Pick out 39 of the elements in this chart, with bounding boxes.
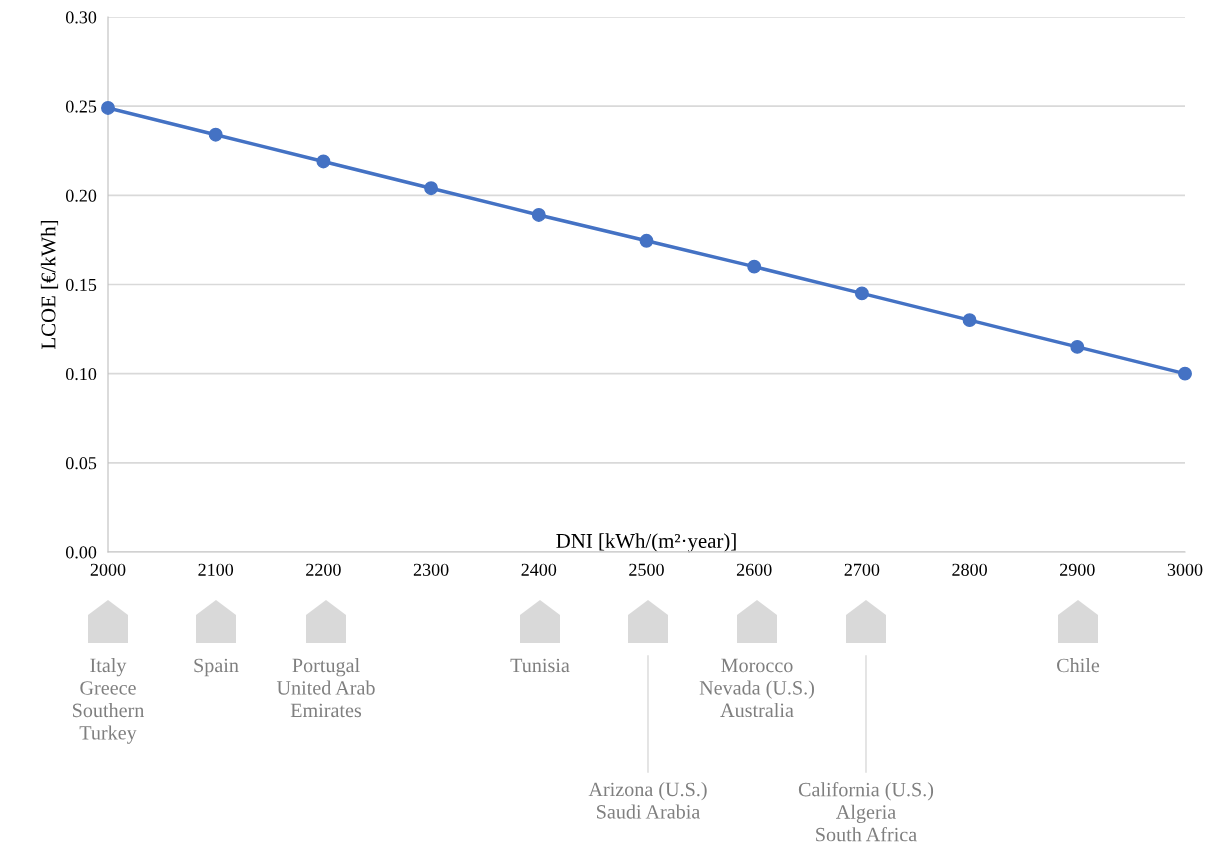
x-tick-label: 2600 xyxy=(736,563,772,576)
x-tick-label: 2100 xyxy=(198,563,234,576)
y-tick-label: 0.30 xyxy=(65,11,97,24)
point xyxy=(1070,339,1085,354)
x-tick-label: 2700 xyxy=(844,563,880,576)
point xyxy=(962,313,977,328)
x-tick-label: 2200 xyxy=(306,563,341,576)
x-tick-label: 2000 xyxy=(90,563,126,576)
text: Chile xyxy=(1057,658,1100,673)
point xyxy=(101,101,115,115)
text: Arizona (U.S.) Saudi Arabia xyxy=(588,782,707,819)
point xyxy=(1178,366,1192,381)
x-tick-label: 2300 xyxy=(413,563,449,576)
y-tick-label: 0.00 xyxy=(65,546,97,559)
text: Portugal United Arab Emirates xyxy=(276,658,375,718)
y-tick-label: 0.05 xyxy=(65,457,97,470)
x-tick-label: 2400 xyxy=(521,563,557,576)
y-axis-title: LCOE [€/kWh] xyxy=(40,220,59,349)
text: California (U.S.) Algeria South Africa xyxy=(798,782,934,842)
y-tick-label: 0.25 xyxy=(65,100,97,113)
x-tick-label: 2900 xyxy=(1060,563,1095,576)
point xyxy=(639,233,654,248)
x-axis-title: DNI [kWh/(m²·year)] xyxy=(556,533,736,553)
point xyxy=(424,181,439,196)
text: Spain xyxy=(194,658,239,677)
point xyxy=(316,154,331,169)
y-tick-label: 0.20 xyxy=(65,189,97,202)
point xyxy=(747,259,762,274)
x-tick-label: 2800 xyxy=(952,563,987,576)
point xyxy=(531,208,546,222)
x-tick-label: 3000 xyxy=(1167,563,1203,576)
y-tick-label: 0.15 xyxy=(65,278,97,292)
point xyxy=(854,286,869,301)
text: Tunisia xyxy=(510,658,570,673)
point xyxy=(208,127,223,142)
y-tick-label: 0.10 xyxy=(65,367,97,381)
text: Morocco Nevada (U.S.) Australia xyxy=(699,658,814,718)
x-tick-label: 2500 xyxy=(629,563,664,576)
text: Italy Greece Southern Turkey xyxy=(72,658,145,744)
